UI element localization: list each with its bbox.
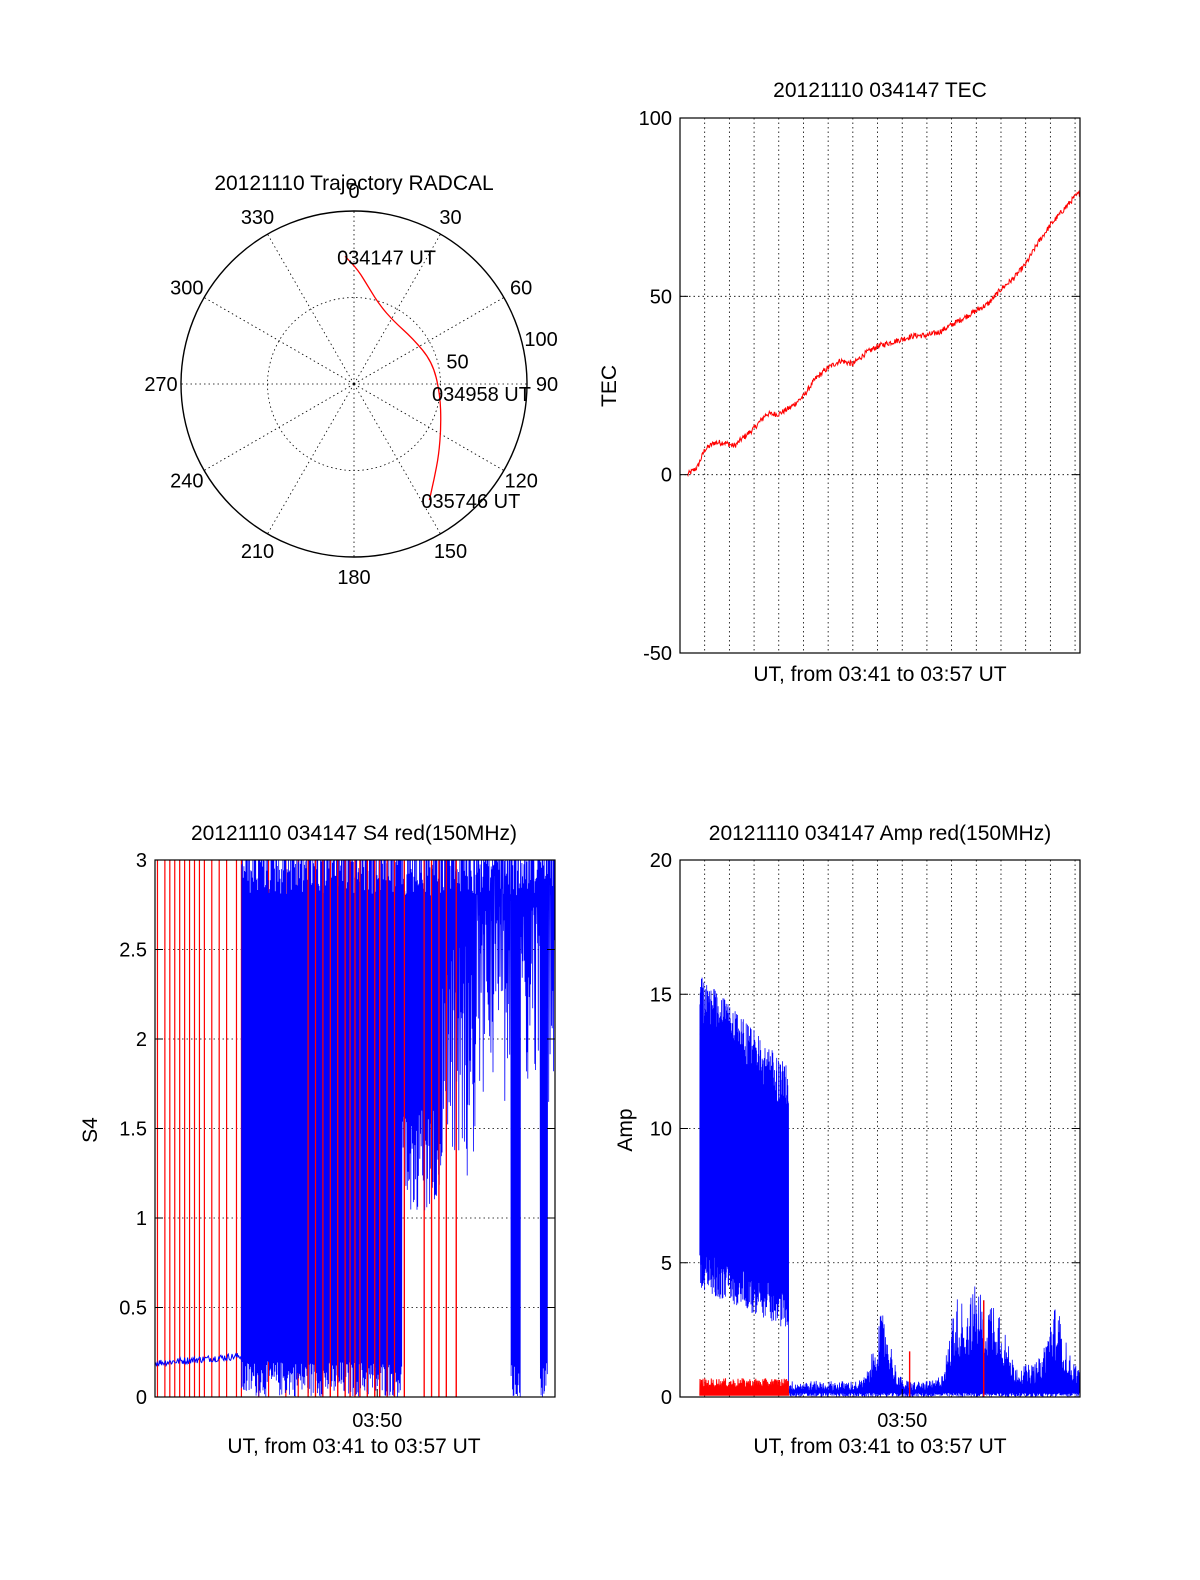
amp-ytick-label: 5 (661, 1253, 672, 1275)
polar-angle-labels: 0 30 60 90 120 150 180 210 240 270 300 330 (144, 181, 558, 589)
polar-angle-label: 180 (337, 567, 370, 589)
s4-ytick-label: 1 (136, 1208, 147, 1230)
tec-xlabel: UT, from 03:41 to 03:57 UT (753, 663, 1006, 686)
amp-ytick-label: 15 (650, 984, 672, 1006)
amp-x-ticks: 03:50 (877, 1389, 927, 1432)
polar-spoke (353, 383, 505, 471)
s4-blue-burst (241, 860, 555, 1397)
polar-radial-label: 50 (446, 352, 468, 374)
tec-line (686, 189, 1081, 478)
polar-angle-label: 90 (536, 374, 558, 396)
polar-angle-label: 240 (170, 471, 203, 493)
amp-xlabel: UT, from 03:41 to 03:57 UT (753, 1435, 1006, 1458)
polar-radial-label: 100 (524, 329, 557, 351)
amp-ytick-label: 20 (650, 850, 672, 872)
polar-annotation: 034958 UT (432, 384, 531, 406)
tec-series (686, 189, 1081, 478)
polar-spoke (353, 383, 441, 535)
s4-chart: 20121110 034147 S4 red(150MHz) 0 0.5 1 1.5 2… (79, 822, 556, 1458)
amp-series (699, 977, 1080, 1397)
tec-ylabel: TEC (598, 365, 621, 407)
amp-y-ticks: 0 5 10 15 20 (650, 850, 1080, 1409)
amp-xtick-label: 03:50 (877, 1410, 927, 1432)
polar-angle-label: 330 (241, 207, 274, 229)
s4-ytick-label: 1.5 (119, 1119, 147, 1141)
tec-y-ticks: -50 0 50 100 (639, 108, 1080, 665)
amp-title: 20121110 034147 Amp red(150MHz) (709, 822, 1051, 845)
polar-trajectory (344, 255, 442, 501)
polar-outer-circle (180, 210, 528, 558)
polar-spoke (353, 233, 441, 385)
polar-spoke (267, 383, 355, 535)
amp-blue-high-band (699, 977, 789, 1387)
polar-annotations: 034147 UT 034958 UT 035746 UT (337, 247, 531, 513)
polar-annotation: 035746 UT (421, 491, 520, 513)
s4-xtick-label: 03:50 (352, 1410, 402, 1432)
amp-grid (680, 860, 1080, 1397)
polar-spoke (203, 297, 355, 385)
polar-radial-labels: 50 100 (446, 329, 557, 373)
tec-ytick-label: 50 (650, 286, 672, 308)
amp-ylabel: Amp (614, 1108, 637, 1151)
tec-ytick-label: 100 (639, 108, 672, 130)
amp-ytick-label: 0 (661, 1387, 672, 1409)
tec-ytick-label: 0 (661, 465, 672, 487)
s4-blue-baseline (155, 1352, 245, 1368)
s4-y-ticks: 0 0.5 1 1.5 2 2.5 3 (119, 850, 555, 1409)
polar-annotation: 034147 UT (337, 247, 436, 269)
polar-angle-label: 270 (144, 374, 177, 396)
amp-chart: 20121110 034147 Amp red(150MHz) 0 5 10 15 20… (614, 822, 1081, 1458)
polar-angle-label: 120 (504, 471, 537, 493)
s4-ytick-label: 2.5 (119, 940, 147, 962)
tec-plot-frame (679, 117, 1081, 654)
polar-angle-label: 300 (170, 278, 203, 300)
tec-title: 20121110 034147 TEC (773, 79, 987, 102)
polar-grid (181, 211, 527, 557)
s4-title: 20121110 034147 S4 red(150MHz) (191, 822, 517, 845)
polar-chart: 20121110 Trajectory RADCAL 0 30 60 90 120 150… (144, 172, 558, 589)
amp-series-clip-group (699, 977, 1080, 1397)
tec-chart: 20121110 034147 TEC -50 0 50 100 TEC UT, fr… (598, 79, 1081, 686)
s4-ylabel: S4 (79, 1117, 102, 1143)
s4-series (155, 860, 555, 1397)
s4-xlabel: UT, from 03:41 to 03:57 UT (227, 1435, 480, 1458)
polar-angle-label: 60 (510, 278, 532, 300)
s4-series-clip-group (155, 860, 555, 1397)
polar-spoke (203, 383, 355, 471)
tec-grid (680, 118, 1080, 653)
polar-angle-label: 0 (348, 181, 359, 203)
amp-ytick-label: 10 (650, 1119, 672, 1141)
s4-ytick-label: 0.5 (119, 1298, 147, 1320)
tec-ytick-label: -50 (643, 643, 672, 665)
s4-ytick-label: 0 (136, 1387, 147, 1409)
polar-angle-label: 30 (439, 207, 461, 229)
s4-x-ticks: 03:50 (352, 1389, 402, 1432)
s4-ytick-label: 2 (136, 1029, 147, 1051)
polar-spoke (353, 297, 505, 385)
amp-red-band (699, 1378, 790, 1396)
polar-spoke (267, 233, 355, 385)
polar-angle-label: 150 (434, 541, 467, 563)
polar-angle-label: 210 (241, 541, 274, 563)
polar-title: 20121110 Trajectory RADCAL (214, 172, 493, 195)
amp-blue-low-noise (788, 1286, 1080, 1397)
s4-ytick-label: 3 (136, 850, 147, 872)
polar-trajectory-line (344, 255, 442, 501)
